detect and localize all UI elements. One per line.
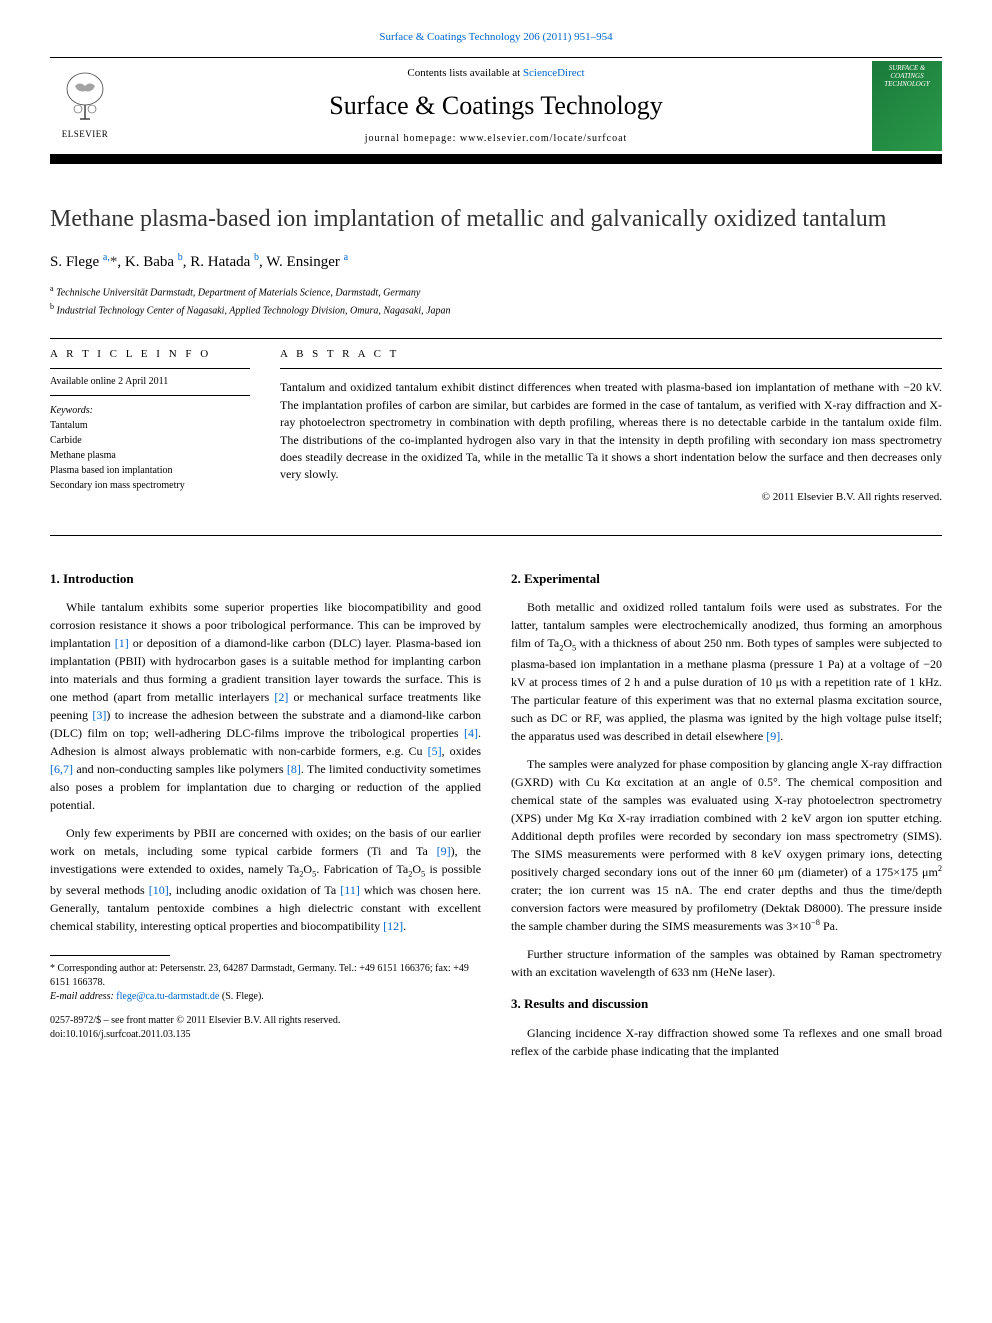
- exp-paragraph-1: Both metallic and oxidized rolled tantal…: [511, 598, 942, 745]
- affil-sup-a2[interactable]: a: [344, 252, 348, 263]
- body-divider: [50, 535, 942, 536]
- email-link[interactable]: flege@ca.tu-darmstadt.de: [116, 991, 219, 1002]
- elsevier-logo: ELSEVIER: [50, 66, 120, 146]
- elsevier-tree-icon: [60, 71, 110, 126]
- journal-cover-thumbnail: SURFACE & COATINGS TECHNOLOGY: [872, 61, 942, 151]
- journal-title: Surface & Coatings Technology: [120, 88, 872, 124]
- left-column: 1. Introduction While tantalum exhibits …: [50, 556, 481, 1069]
- ref-3-link[interactable]: [3]: [92, 708, 106, 722]
- article-info-block: A R T I C L E I N F O Available online 2…: [50, 347, 250, 505]
- intro-paragraph-1: While tantalum exhibits some superior pr…: [50, 598, 481, 814]
- publisher-name: ELSEVIER: [62, 128, 109, 141]
- sciencedirect-link[interactable]: ScienceDirect: [523, 67, 585, 79]
- body-columns: 1. Introduction While tantalum exhibits …: [50, 556, 942, 1069]
- results-paragraph-1: Glancing incidence X-ray diffraction sho…: [511, 1024, 942, 1060]
- right-column: 2. Experimental Both metallic and oxidiz…: [511, 556, 942, 1069]
- doi-text: doi:10.1016/j.surfcoat.2011.03.135: [50, 1028, 481, 1042]
- exp-paragraph-3: Further structure information of the sam…: [511, 945, 942, 981]
- doi-block: 0257-8972/$ – see front matter © 2011 El…: [50, 1014, 481, 1042]
- header-black-band: [50, 154, 942, 164]
- intro-heading: 1. Introduction: [50, 570, 481, 588]
- ref-10-link[interactable]: [10]: [149, 883, 169, 897]
- abstract-text: Tantalum and oxidized tantalum exhibit d…: [280, 379, 942, 483]
- available-online: Available online 2 April 2011: [50, 375, 250, 389]
- corresponding-author-footnote: * Corresponding author at: Petersenstr. …: [50, 962, 481, 1004]
- journal-header: ELSEVIER Contents lists available at Sci…: [50, 57, 942, 155]
- abstract-copyright: © 2011 Elsevier B.V. All rights reserved…: [280, 490, 942, 505]
- section-divider: [50, 338, 942, 339]
- article-title: Methane plasma-based ion implantation of…: [50, 204, 942, 235]
- ref-11-link[interactable]: [11]: [340, 883, 360, 897]
- journal-reference-link[interactable]: Surface & Coatings Technology 206 (2011)…: [50, 30, 942, 45]
- ref-67-link[interactable]: [6,7]: [50, 762, 73, 776]
- ref-9-link[interactable]: [9]: [437, 844, 451, 858]
- keywords-list: Tantalum Carbide Methane plasma Plasma b…: [50, 418, 250, 493]
- ref-9b-link[interactable]: [9]: [766, 729, 780, 743]
- ref-12-link[interactable]: [12]: [383, 919, 403, 933]
- ref-4-link[interactable]: [4]: [464, 726, 478, 740]
- header-center: Contents lists available at ScienceDirec…: [120, 58, 872, 154]
- affil-sup-a[interactable]: a,: [103, 252, 110, 263]
- footnote-divider: [50, 955, 170, 956]
- journal-homepage: journal homepage: www.elsevier.com/locat…: [120, 132, 872, 146]
- abstract-heading: A B S T R A C T: [280, 347, 942, 362]
- contents-available-line: Contents lists available at ScienceDirec…: [120, 66, 872, 81]
- affil-sup-b[interactable]: b: [178, 252, 183, 263]
- abstract-block: A B S T R A C T Tantalum and oxidized ta…: [280, 347, 942, 505]
- affiliations: a Technische Universität Darmstadt, Depa…: [50, 283, 942, 318]
- intro-paragraph-2: Only few experiments by PBII are concern…: [50, 824, 481, 935]
- article-info-heading: A R T I C L E I N F O: [50, 347, 250, 362]
- ref-1-link[interactable]: [1]: [115, 636, 129, 650]
- ref-8-link[interactable]: [8]: [287, 762, 301, 776]
- authors-line: S. Flege a,*, K. Baba b, R. Hatada b, W.…: [50, 251, 942, 273]
- results-heading: 3. Results and discussion: [511, 995, 942, 1013]
- experimental-heading: 2. Experimental: [511, 570, 942, 588]
- info-abstract-row: A R T I C L E I N F O Available online 2…: [50, 347, 942, 505]
- ref-5-link[interactable]: [5]: [428, 744, 442, 758]
- exp-paragraph-2: The samples were analyzed for phase comp…: [511, 755, 942, 935]
- affil-sup-b2[interactable]: b: [254, 252, 259, 263]
- keywords-label: Keywords:: [50, 404, 250, 418]
- ref-2-link[interactable]: [2]: [274, 690, 288, 704]
